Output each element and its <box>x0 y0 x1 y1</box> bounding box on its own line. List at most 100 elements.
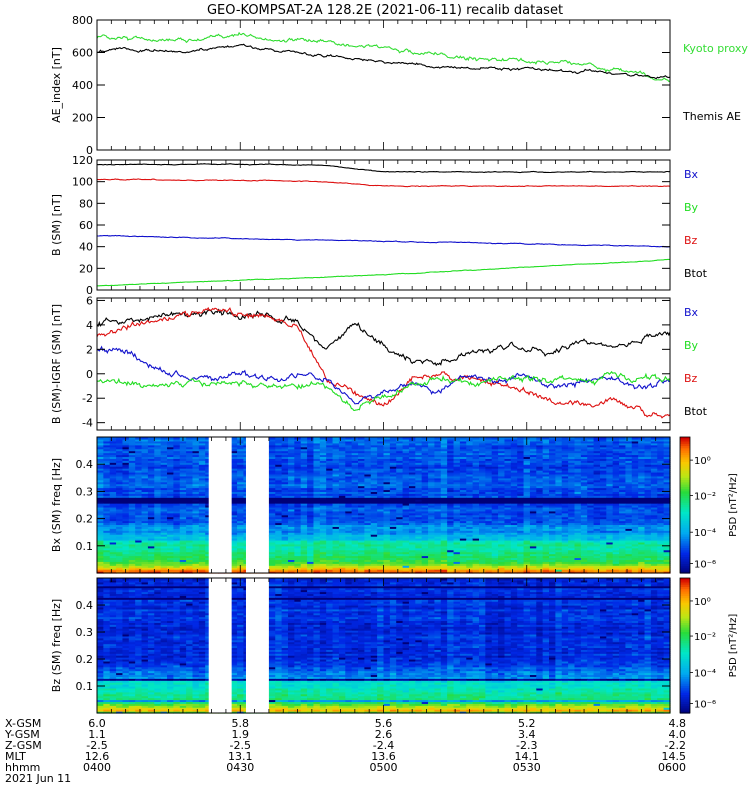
y-axis-label: AE_index [nT] <box>50 47 63 123</box>
ephemeris-value: 0600 <box>658 761 686 774</box>
y-tick-label: 0.3 <box>76 485 94 498</box>
series-themis-ae <box>96 43 671 80</box>
y-tick-label: 0.3 <box>76 626 94 639</box>
y-tick-label: 400 <box>72 79 93 92</box>
plot-frame <box>96 159 671 291</box>
colorbar: 10⁰ 10⁻² 10⁻⁴ 10⁻⁶ PSD [nT²/Hz] <box>679 577 739 714</box>
ephemeris-value: -2.2 <box>665 739 686 752</box>
data-gap-1 <box>208 437 232 573</box>
legend-entry-btot: Btot <box>684 267 708 280</box>
y-tick-label: 0 <box>86 144 93 157</box>
y-tick-label: 0 <box>86 284 93 297</box>
ephemeris-value: -2.5 <box>86 739 107 752</box>
y-tick-label: 120 <box>72 154 93 167</box>
spectrogram <box>97 437 671 574</box>
colorbar-label: PSD [nT²/Hz] <box>728 614 739 678</box>
ephemeris-date: 2021 Jun 11 <box>5 772 71 785</box>
legend-entry-bx: Bx <box>684 306 699 319</box>
plot-frame <box>96 297 671 431</box>
ephemeris-value: 3.4 <box>518 728 536 741</box>
ephemeris-value: 1.9 <box>232 728 250 741</box>
colorbar-tick-label: 10⁻⁴ <box>694 528 716 539</box>
legend: Bx By Bz Btot <box>684 168 708 280</box>
ephemeris-value: 6.0 <box>88 717 106 730</box>
colorbar-tick-label: 10⁻² <box>694 632 716 643</box>
legend-entry-btot: Btot <box>684 405 708 418</box>
colorbar-label: PSD [nT²/Hz] <box>728 473 739 537</box>
ephemeris-value: 4.8 <box>669 717 687 730</box>
ephemeris-row-label: MLT <box>5 750 26 763</box>
ephemeris-value: 5.8 <box>232 717 250 730</box>
data-gap-2 <box>245 578 269 713</box>
ephemeris-value: 14.5 <box>662 750 687 763</box>
series-btot <box>96 163 671 174</box>
legend-entry-kyoto: Kyoto proxy AE <box>683 42 750 55</box>
series-by <box>96 370 671 411</box>
colorbar-frame <box>679 436 691 574</box>
y-tick-label: 0.2 <box>76 513 94 526</box>
ephemeris-row-label: Z-GSM <box>5 739 42 752</box>
colorbar-tick-label: 10⁻⁶ <box>694 559 716 570</box>
legend-entry-by: By <box>684 339 699 352</box>
colorbar-tick-label: 10⁻⁴ <box>694 669 716 680</box>
panel-1: 0 200 400 600 800 AE_index [nT] Kyoto proxy AE… <box>50 14 750 157</box>
y-tick-label: 20 <box>79 262 93 275</box>
y-axis-label: B (SM)-IGRF (SM) [nT] <box>50 304 63 424</box>
legend-entry-bz: Bz <box>684 234 698 247</box>
ephemeris-value: 0430 <box>226 761 254 774</box>
series-by <box>96 258 670 287</box>
y-tick-label: 100 <box>72 176 93 189</box>
series-bz <box>96 234 671 248</box>
ephemeris-value: 1.1 <box>88 728 106 741</box>
colorbar-tick-label: 10⁰ <box>694 456 711 467</box>
y-tick-label: 80 <box>79 197 93 210</box>
ephemeris-value: 0530 <box>513 761 541 774</box>
y-tick-label: 0 <box>86 368 93 381</box>
y-tick-label: 600 <box>72 47 93 60</box>
legend-entry-by: By <box>684 201 699 214</box>
legend: Bx By Bz Btot <box>684 306 708 418</box>
y-tick-label: 0.2 <box>76 653 94 666</box>
ephemeris-row-label: X-GSM <box>5 717 41 730</box>
ephemeris-value: 2.6 <box>375 728 393 741</box>
panel-2: 0 20 40 60 80 100 120 B (SM) [nT] Bx By Bz Btot <box>50 154 708 297</box>
y-axis-label: Bz (SM) freq [Hz] <box>50 599 63 692</box>
y-axis-label: B (SM) [nT] <box>50 194 63 256</box>
ephemeris-value: 12.6 <box>85 750 110 763</box>
ephemeris-value: 0400 <box>83 761 111 774</box>
spectrogram <box>97 578 671 714</box>
legend-entry-bz: Bz <box>684 372 698 385</box>
legend-entry-bx: Bx <box>684 168 699 181</box>
colorbar-tick-label: 10⁻⁶ <box>694 700 716 711</box>
y-tick-label: 200 <box>72 112 93 125</box>
ephemeris-row-label: hhmm <box>5 761 40 774</box>
colorbar: 10⁰ 10⁻² 10⁻⁴ 10⁻⁶ PSD [nT²/Hz] <box>679 436 739 574</box>
legend-entry-themis: Themis AE <box>682 110 741 123</box>
chart-title: GEO-KOMPSAT-2A 128.2E (2021-06-11) recal… <box>207 3 563 18</box>
ephemeris-value: 5.6 <box>375 717 393 730</box>
y-tick-label: 0.4 <box>76 599 94 612</box>
ephemeris-value: 14.1 <box>515 750 540 763</box>
panel-3: -4 -2 0 2 4 6 B (SM)-IGRF (SM) [nT] Bx By Bz Btot <box>50 294 708 431</box>
ephemeris-value: 5.2 <box>518 717 536 730</box>
colorbar-tick-label: 10⁰ <box>694 597 711 608</box>
panel-4: 10⁰ 10⁻² 10⁻⁴ 10⁻⁶ PSD [nT²/Hz] 0.1 0.2 0.3 0.4 B… <box>50 436 739 574</box>
ephemeris-value: -2.5 <box>230 739 251 752</box>
y-tick-label: 0.1 <box>76 540 94 553</box>
series-bx <box>96 306 671 419</box>
colorbar-frame <box>679 577 691 714</box>
ephemeris-value: -2.4 <box>373 739 394 752</box>
ephemeris-row-label: Y-GSM <box>4 728 40 741</box>
series-bz <box>96 345 671 405</box>
ephemeris-value: -2.3 <box>516 739 537 752</box>
y-tick-label: 60 <box>79 219 93 232</box>
y-tick-label: 800 <box>72 14 93 27</box>
y-tick-label: 0.1 <box>76 680 94 693</box>
data-gap-1 <box>208 578 232 713</box>
series-kyoto-proxy-ae <box>96 31 671 83</box>
y-tick-label: -4 <box>82 417 93 430</box>
ephemeris-value: 4.0 <box>669 728 687 741</box>
y-tick-label: -2 <box>82 392 93 405</box>
